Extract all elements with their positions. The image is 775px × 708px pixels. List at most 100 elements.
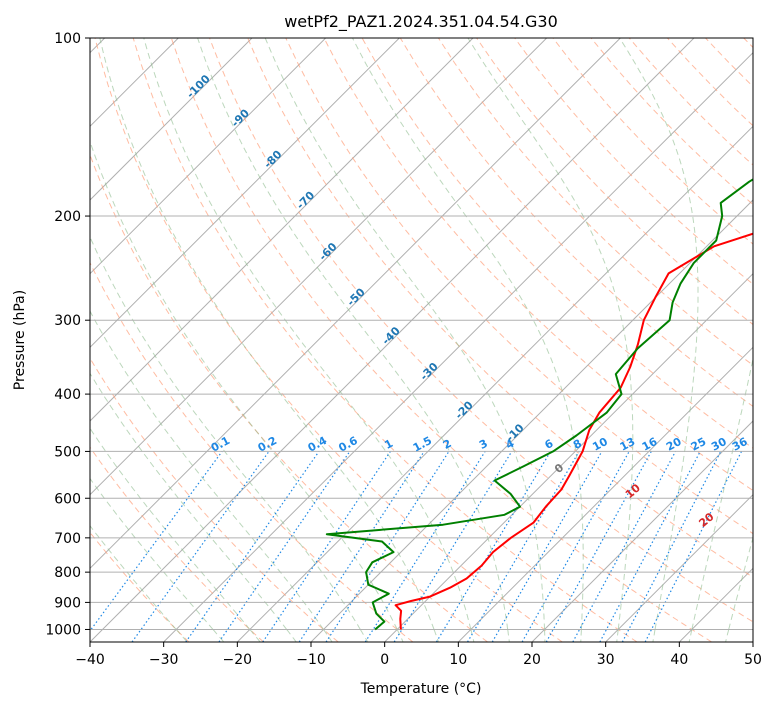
mixing-ratio-line	[572, 451, 677, 642]
moist-adiabat	[619, 38, 699, 630]
mixing-ratio-label: 2	[441, 437, 454, 452]
dry-adiabat	[247, 38, 753, 578]
isotherm-label: -100	[184, 72, 213, 101]
moist-adiabat	[143, 38, 472, 630]
moist-adiabat	[90, 372, 288, 630]
y-tick-label: 100	[54, 31, 81, 47]
isotherm-label: -20	[453, 398, 476, 421]
y-axis: 1000 900 800 700 600 500 400 300 200 100	[45, 31, 90, 638]
y-tick-label: 600	[54, 491, 81, 507]
moist-adiabat	[212, 629, 225, 642]
dry-adiabat	[209, 38, 753, 623]
moist-adiabat	[90, 427, 251, 630]
dry-adiabat	[667, 38, 753, 127]
mixing-ratio-line	[599, 451, 701, 642]
x-tick-label: 50	[744, 652, 762, 668]
y-tick-label: 800	[54, 565, 81, 581]
moist-adiabat	[688, 629, 693, 642]
mixing-ratio-label: 3	[477, 437, 490, 452]
x-tick-label: 20	[523, 652, 541, 668]
mixing-ratio-lines	[90, 451, 743, 642]
moist-adiabat	[197, 38, 509, 630]
moist-adiabat	[616, 629, 619, 642]
dry-adiabat-lines	[90, 38, 753, 642]
skewed-isotherm-lines	[90, 38, 753, 642]
dry-adiabat	[90, 261, 414, 642]
dry-adiabat	[552, 38, 753, 245]
isotherm-line	[90, 38, 253, 201]
chart-title: wetPf2_PAZ1.2024.351.04.54.G30	[284, 12, 558, 32]
x-tick-label: −20	[223, 652, 253, 668]
moist-adiabat	[467, 38, 634, 630]
mixing-ratio-line	[262, 451, 391, 642]
mixing-ratio-label: 20	[664, 435, 684, 454]
plot-frame	[89, 37, 754, 643]
mixing-ratio-label: 16	[640, 435, 660, 454]
dry-adiabat	[90, 357, 339, 642]
isotherm-label: -70	[294, 189, 317, 212]
mixing-ratio-line	[435, 451, 552, 642]
dry-adiabat	[90, 531, 190, 642]
isotherm-line	[384, 272, 753, 642]
moist-adiabat	[249, 629, 261, 642]
mixing-ratio-line	[521, 451, 630, 642]
mixing-ratio-line	[218, 451, 351, 642]
dry-adiabat	[285, 38, 753, 535]
mixing-ratio-line	[545, 451, 652, 642]
y-tick-label: 1000	[45, 622, 81, 638]
isotherm-line	[90, 38, 695, 642]
moist-adiabat	[323, 629, 333, 642]
moist-adiabat	[396, 629, 404, 642]
temperature-line	[394, 232, 753, 630]
y-tick-label: 700	[54, 531, 81, 547]
moist-adiabat	[175, 629, 188, 642]
sounding-series	[325, 178, 753, 631]
pressure-gridlines	[90, 38, 753, 630]
moist-adiabat	[90, 310, 324, 630]
moist-adiabat	[725, 629, 730, 642]
moist-adiabat	[352, 38, 584, 630]
x-tick-label: 10	[449, 652, 467, 668]
isotherm-label: -50	[345, 285, 368, 308]
dry-adiabat	[514, 38, 753, 285]
moist-adiabat	[544, 629, 546, 642]
dry-adiabat	[476, 38, 753, 326]
mixing-ratio-label: 6	[543, 437, 556, 452]
moist-adiabat	[728, 535, 753, 630]
mixing-ratio-label: 36	[730, 435, 750, 454]
dewpoint-line	[325, 178, 753, 631]
dry-adiabat	[705, 38, 753, 88]
isotherm-line	[90, 38, 474, 422]
isotherm-line	[752, 641, 753, 642]
moist-adiabat	[652, 629, 656, 642]
reference-line-labels: 0.1 0.2 0.4 0.6 1 1.5 2 3 4 6 8 10 13 16 20 25 30 36-100-…	[184, 72, 775, 559]
dry-adiabat	[743, 38, 753, 49]
mixing-ratio-line	[185, 451, 320, 642]
mixing-ratio-line	[393, 451, 513, 642]
moist-adiabat-lines	[90, 38, 753, 642]
x-tick-label: 30	[597, 652, 615, 668]
y-tick-label: 400	[54, 387, 81, 403]
isotherm-line	[163, 51, 753, 642]
moist-adiabat	[90, 139, 398, 630]
moist-adiabat	[99, 38, 435, 630]
dry-adiabat	[90, 153, 488, 642]
mixing-ratio-line	[90, 451, 223, 632]
moist-adiabat-label: 30	[770, 539, 775, 559]
dry-adiabat	[437, 38, 753, 366]
y-tick-label: 200	[54, 209, 81, 225]
x-tick-label: −10	[296, 652, 326, 668]
dry-adiabat	[590, 38, 753, 206]
x-tick-label: −30	[149, 652, 179, 668]
isotherm-label: -80	[261, 148, 284, 171]
moist-adiabat-label: 20	[697, 510, 717, 530]
y-tick-label: 300	[54, 313, 81, 329]
dry-adiabat	[170, 38, 712, 642]
dry-adiabat	[94, 38, 563, 642]
mixing-ratio-label: 10	[590, 435, 610, 454]
mixing-ratio-line	[466, 451, 580, 642]
moist-adiabat	[359, 629, 369, 642]
moist-adiabat	[286, 629, 297, 642]
moist-adiabat	[264, 38, 545, 630]
